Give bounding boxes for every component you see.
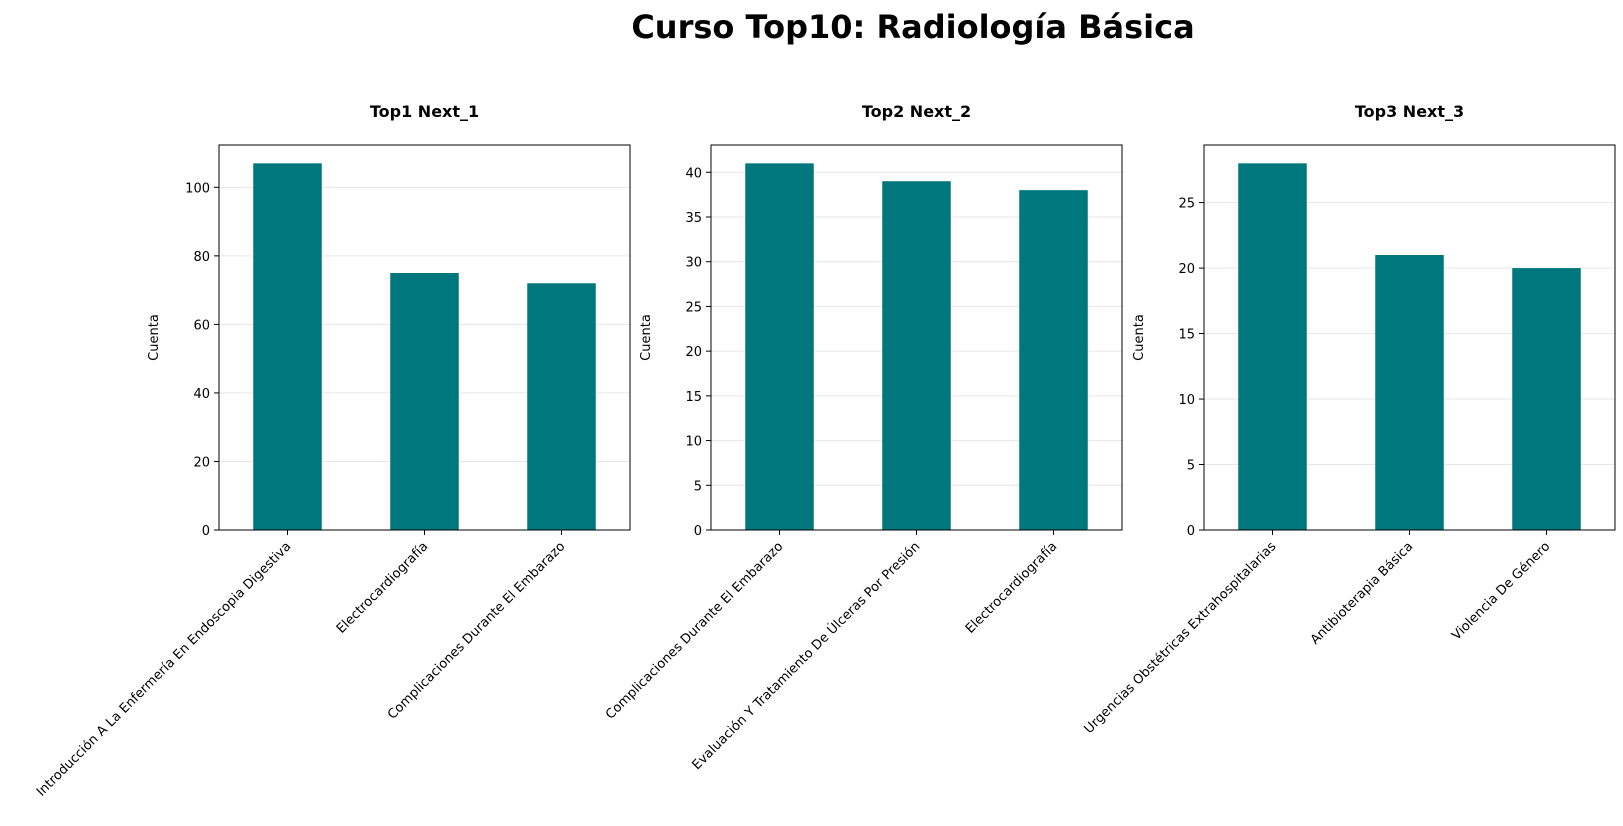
y-tick-label: 10	[685, 435, 702, 450]
y-tick-label: 100	[185, 181, 210, 196]
y-tick-label: 0	[202, 524, 210, 539]
y-tick-label: 40	[685, 166, 702, 181]
y-tick-label: 0	[1187, 524, 1195, 539]
y-tick-label: 15	[685, 390, 702, 405]
chart-panel-1: 0 20 40 60 80 100 Introducción A La Enfermería…	[34, 102, 631, 800]
chart-panel-3: 0 5 10 15 20 25 Urgencias Obstétricas Extrahos…	[1082, 102, 1616, 737]
x-tick-label: Electrocardiografía	[963, 539, 1060, 636]
y-tick-label: 20	[1178, 262, 1195, 277]
y-tick-label: 35	[685, 211, 702, 226]
bar	[390, 272, 459, 530]
bar	[745, 163, 814, 531]
panel-title: Top1 Next_1	[370, 102, 479, 121]
x-tick-label: Electrocardiografía	[334, 539, 431, 636]
bar	[1375, 255, 1444, 530]
y-tick-label: 5	[1187, 459, 1195, 474]
figure-title: Curso Top10: Radiología Básica	[631, 8, 1194, 46]
y-tick-label: 5	[694, 479, 702, 494]
y-tick-label: 60	[193, 318, 210, 333]
bar	[882, 181, 951, 530]
x-tick-label: Urgencias Obstétricas Extrahospitalarias	[1082, 539, 1280, 737]
bar	[1512, 268, 1581, 530]
bar	[253, 163, 322, 531]
panel-title: Top2 Next_2	[862, 102, 971, 121]
y-axis-label: Cuenta	[1132, 314, 1147, 361]
y-tick-label: 30	[685, 256, 702, 271]
y-tick-label: 15	[1178, 328, 1195, 343]
x-tick-label: Violencia De Género	[1449, 539, 1553, 643]
y-tick-label: 20	[193, 455, 210, 470]
bar	[527, 283, 596, 530]
x-tick-label: Antibioterapia Básica	[1308, 539, 1416, 647]
y-tick-label: 25	[1178, 197, 1195, 212]
y-tick-label: 40	[193, 387, 210, 402]
bar	[1238, 163, 1307, 531]
y-tick-label: 0	[694, 524, 702, 539]
y-tick-label: 80	[193, 250, 210, 265]
x-tick-label: Introducción A La Enfermería En Endoscop…	[34, 539, 294, 799]
panel-title: Top3 Next_3	[1355, 102, 1464, 121]
y-axis-label: Cuenta	[639, 314, 654, 361]
x-tick-label: Evaluación Y Tratamiento De Úlceras Por …	[689, 539, 924, 774]
bar	[1019, 190, 1088, 530]
y-tick-label: 10	[1178, 393, 1195, 408]
y-axis-label: Cuenta	[147, 314, 162, 361]
y-tick-label: 20	[685, 345, 702, 360]
y-tick-label: 25	[685, 300, 702, 315]
